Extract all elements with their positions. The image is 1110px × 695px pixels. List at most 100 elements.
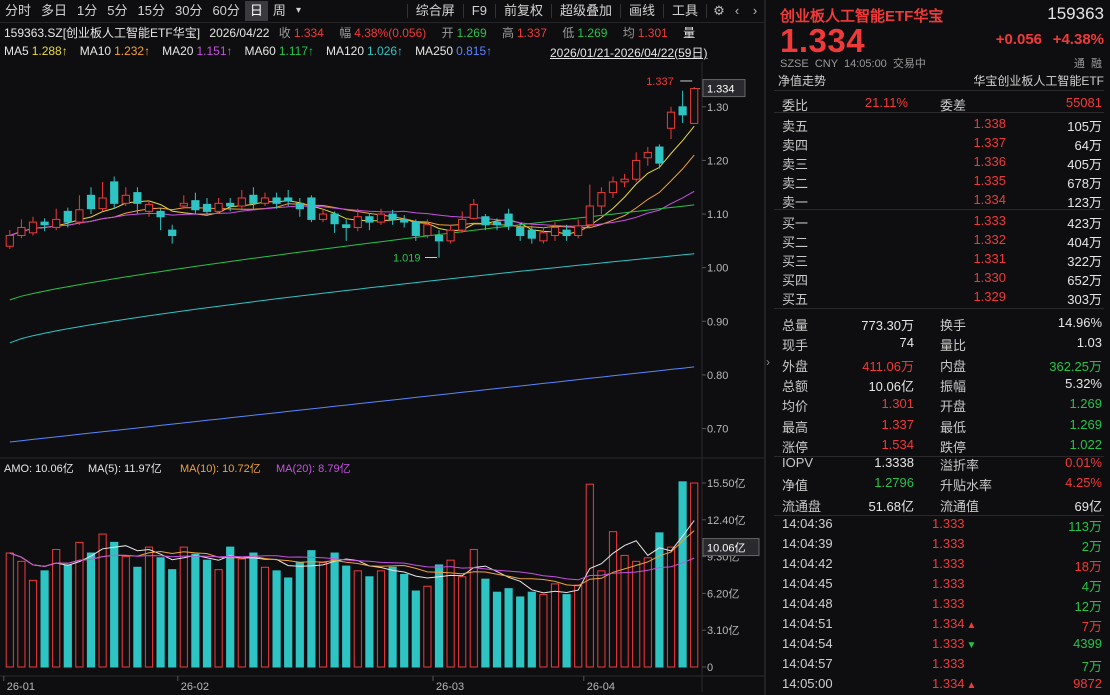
amount-bar: [446, 559, 455, 668]
current-amount-label: 10.06亿: [707, 542, 746, 555]
fund-value: 1.3338: [874, 455, 914, 470]
candle-body: [98, 197, 107, 210]
tool-button-2[interactable]: 前复权: [503, 3, 543, 18]
ask-label: 卖五: [782, 119, 809, 134]
tool-button-1[interactable]: F9: [471, 3, 487, 18]
stats-row: 总额 10.06亿 振幅 5.32%: [766, 373, 1106, 394]
chevron-right-icon[interactable]: ›: [752, 3, 758, 18]
candle-body: [574, 225, 583, 237]
fund-row: IOPV 1.3338 溢折率 0.01%: [766, 452, 1106, 473]
period-tab-1[interactable]: 多日: [41, 3, 68, 18]
bid-row[interactable]: 买五 1.329 303万: [766, 286, 1106, 307]
tick-price-value: 1.333: [932, 656, 965, 671]
tick-time: 14:04:48: [782, 596, 833, 611]
candle-body: [330, 213, 339, 225]
period-tab-2[interactable]: 1分: [77, 3, 98, 18]
ask-row[interactable]: 卖一 1.334 123万: [766, 189, 1106, 210]
weibi-label: 委比: [782, 98, 809, 113]
period-tab-6[interactable]: 60分: [212, 3, 240, 18]
date-axis-label: 26-01: [7, 681, 35, 693]
change-value: 4.38%(0.056): [354, 26, 427, 40]
more-periods-dropdown[interactable]: ▾: [295, 5, 301, 16]
arrow-down-icon: ▼: [966, 640, 977, 651]
fund-value-2: 69亿: [1074, 498, 1102, 514]
bid-row[interactable]: 买一 1.333 423万: [766, 210, 1106, 231]
bid-row[interactable]: 买三 1.331 322万: [766, 248, 1106, 269]
period-tab-7[interactable]: 日: [244, 1, 268, 21]
ma-label: MA20: [162, 44, 194, 58]
nav-trend-link[interactable]: 净值走势: [778, 74, 827, 88]
bid-label: 买二: [782, 235, 809, 250]
stats-row: 涨停 1.534 跌停 1.022: [766, 434, 1106, 455]
price-axis-label: 0.70: [707, 424, 728, 436]
panel-divider[interactable]: [764, 0, 766, 695]
tick-time: 14:04:54: [782, 636, 833, 651]
tick-price: 1.334 ▲: [932, 676, 976, 691]
period-tab-5[interactable]: 30分: [174, 3, 203, 18]
avg-field: 均 1.301: [623, 26, 674, 40]
settings-gear-icon[interactable]: ⚙: [713, 3, 725, 18]
candle-body: [121, 194, 130, 204]
ma-value: 1.151↑: [196, 44, 233, 58]
low-annotation: 1.019: [393, 252, 421, 264]
market-meta: SZSE CNY 14:05:00 交易中: [780, 58, 926, 70]
candle-body: [458, 218, 467, 231]
ask-row[interactable]: 卖三 1.336 405万: [766, 151, 1106, 172]
tick-price: 1.333: [932, 516, 965, 531]
toolbar-separator: [494, 4, 496, 18]
period-tab-8[interactable]: 周: [272, 3, 286, 18]
tick-row: 14:04:57 1.333 7万: [766, 653, 1106, 674]
date-range[interactable]: 2026/01/21-2026/04/22(59日): [550, 46, 708, 60]
tool-button-4[interactable]: 画线: [628, 3, 655, 18]
ma120-line: [9, 253, 695, 344]
collapse-arrow-icon[interactable]: ›: [766, 355, 770, 369]
bid-row[interactable]: 买四 1.330 652万: [766, 267, 1106, 288]
ask-row[interactable]: 卖二 1.335 678万: [766, 170, 1106, 191]
row-separator: [774, 112, 1104, 113]
low-field: 低 1.269: [562, 26, 613, 40]
bid-label: 买三: [782, 254, 809, 269]
period-tab-3[interactable]: 5分: [107, 3, 128, 18]
candle-body: [284, 197, 293, 202]
amount-bar: [469, 548, 478, 668]
tick-volume: 12万: [1074, 599, 1102, 614]
candle-body: [643, 151, 652, 159]
candle-body: [481, 216, 490, 226]
tick-price-value: 1.333: [932, 636, 965, 651]
bid-row[interactable]: 买二 1.332 404万: [766, 229, 1106, 250]
kline-chart[interactable]: 1.30 1.20 1.10 1.00 0.90 0.80 0.70 1.334 1.337 1.…: [0, 62, 764, 695]
tick-row: 14:04:48 1.333 12万: [766, 593, 1106, 614]
tick-time: 14:04:45: [782, 576, 833, 591]
candle-body: [365, 216, 374, 223]
ask-label: 卖四: [782, 138, 809, 153]
bid-volume: 404万: [1067, 235, 1102, 250]
tool-button-5[interactable]: 工具: [671, 3, 698, 18]
fund-label: IOPV: [782, 455, 814, 470]
amount-bar: [666, 546, 676, 668]
period-tab-4[interactable]: 15分: [137, 3, 165, 18]
amount-bar: [86, 552, 96, 668]
candle-body: [86, 194, 96, 210]
stats-value: 411.06万: [862, 358, 914, 374]
chevron-left-icon[interactable]: ‹: [734, 3, 740, 18]
amount-bar: [574, 584, 583, 668]
toolbar-separator: [406, 4, 408, 18]
amount-bar: [179, 546, 188, 668]
code-name: 159363.SZ[创业板人工智能ETF华宝]: [4, 26, 201, 40]
margin-flags: 通 融: [1073, 58, 1102, 70]
ask-row[interactable]: 卖五 1.338 105万: [766, 113, 1106, 134]
low-label: 低: [562, 26, 575, 40]
period-tab-0[interactable]: 分时: [5, 3, 32, 18]
bid-volume: 423万: [1067, 216, 1102, 231]
ma-value: 1.232↑: [114, 44, 151, 58]
candle-body: [144, 203, 154, 212]
candle-body: [655, 146, 664, 164]
tool-button-0[interactable]: 综合屏: [415, 3, 455, 18]
fund-label-2: 流通值: [940, 498, 980, 514]
tool-button-3[interactable]: 超级叠加: [559, 3, 612, 18]
candle-body: [226, 202, 235, 207]
amo-ma20: MA(20): 8.79亿: [276, 462, 351, 475]
ask-row[interactable]: 卖四 1.337 64万: [766, 132, 1106, 153]
tick-price: 1.333: [932, 656, 965, 671]
last-price: 1.334: [780, 22, 866, 59]
